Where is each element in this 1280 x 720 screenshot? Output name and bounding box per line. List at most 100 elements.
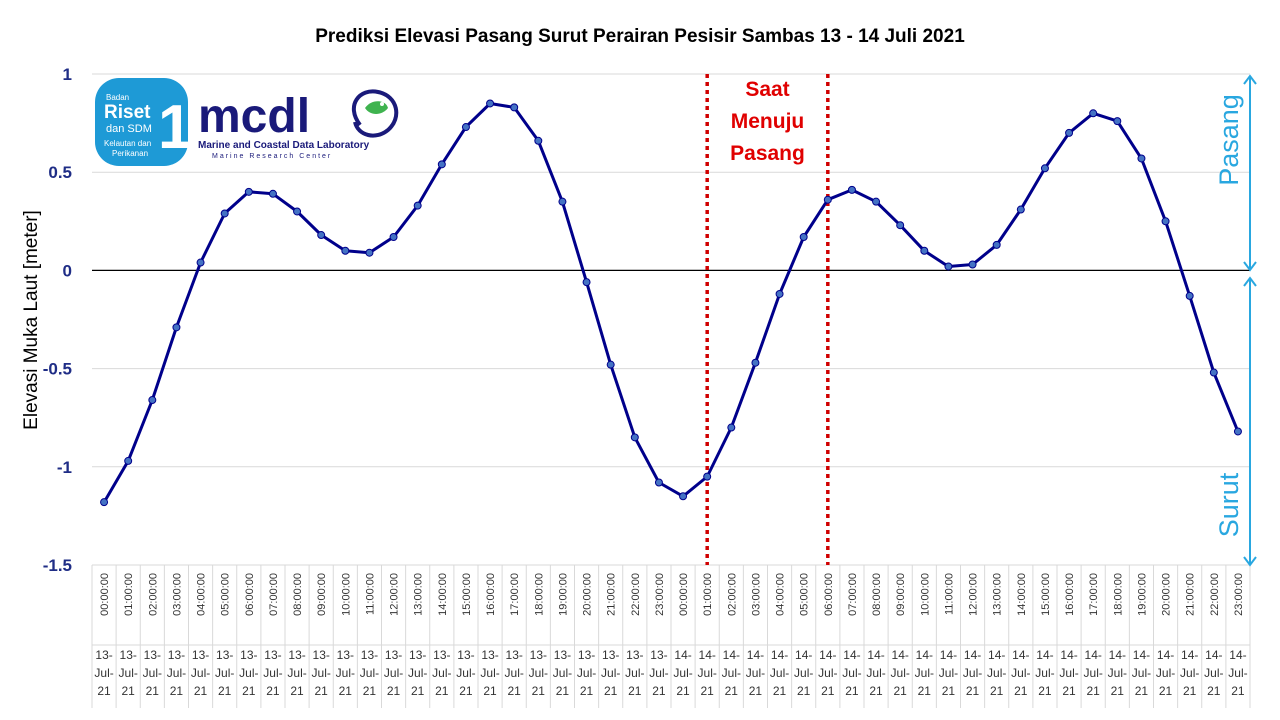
data-point	[896, 221, 905, 230]
x-tick-date: Jul-	[167, 666, 186, 680]
badge-text-5: Perikanan	[112, 149, 148, 158]
data-point	[172, 323, 181, 332]
data-point	[968, 260, 977, 269]
x-tick-date: 21	[97, 684, 111, 698]
data-point	[775, 289, 784, 298]
x-tick-time: 22:00:00	[1209, 573, 1221, 616]
x-tick-date: Jul-	[408, 666, 427, 680]
x-tick-date: 21	[869, 684, 883, 698]
x-tick-date: Jul-	[1156, 666, 1175, 680]
x-tick-date: Jul-	[625, 666, 644, 680]
x-tick-time: 14:00:00	[437, 573, 449, 616]
data-point	[1040, 164, 1049, 173]
data-point	[1065, 128, 1074, 137]
chart-title: Prediksi Elevasi Pasang Surut Perairan P…	[315, 26, 965, 47]
data-point	[1233, 427, 1242, 436]
x-tick-date: 14-	[867, 648, 884, 662]
x-tick-date: Jul-	[529, 666, 548, 680]
x-tick-time: 20:00:00	[582, 573, 594, 616]
x-tick-date: 21	[628, 684, 642, 698]
x-tick-date: 14-	[1109, 648, 1126, 662]
x-tick-time: 06:00:00	[823, 573, 835, 616]
x-tick-date: Jul-	[119, 666, 138, 680]
data-point	[823, 195, 832, 204]
x-axis-table: 00:00:00 13- Jul- 21 01:00:00 13- Jul- 21 02:00:…	[91, 564, 1251, 708]
x-tick-date: Jul-	[722, 666, 741, 680]
x-tick-date: 21	[194, 684, 208, 698]
x-tick-time: 05:00:00	[220, 573, 232, 616]
x-tick-time: 19:00:00	[1136, 573, 1148, 616]
x-tick-date: Jul-	[698, 666, 717, 680]
data-point	[751, 358, 760, 367]
annotation-line: Saat	[745, 78, 789, 101]
x-tick-date: 21	[1207, 684, 1221, 698]
x-tick-time: 03:00:00	[750, 573, 762, 616]
data-point	[630, 433, 639, 442]
data-point	[461, 123, 470, 132]
badge-text-3: dan SDM	[106, 123, 152, 135]
x-tick-time: 17:00:00	[509, 573, 521, 616]
x-tick-time: 04:00:00	[196, 573, 208, 616]
data-point	[148, 396, 157, 405]
data-point	[1089, 109, 1098, 118]
x-tick-date: 21	[604, 684, 618, 698]
x-tick-date: 13-	[361, 648, 378, 662]
x-tick-date: 21	[821, 684, 835, 698]
x-tick-time: 21:00:00	[1185, 573, 1197, 616]
x-tick-time: 01:00:00	[123, 573, 135, 616]
x-tick-date: 14-	[723, 648, 740, 662]
x-tick-date: 21	[1183, 684, 1197, 698]
data-point	[293, 207, 302, 216]
x-tick-date: 13-	[120, 648, 137, 662]
badge-text-2: Riset	[104, 102, 151, 123]
x-tick-date: Jul-	[746, 666, 765, 680]
x-tick-date: 21	[1159, 684, 1173, 698]
x-tick-time: 05:00:00	[799, 573, 811, 616]
x-tick-date: 13-	[650, 648, 667, 662]
data-point	[510, 103, 519, 112]
data-point	[992, 240, 1001, 249]
x-tick-date: 21	[1087, 684, 1101, 698]
x-tick-date: Jul-	[1059, 666, 1078, 680]
data-point	[654, 478, 663, 487]
data-point	[268, 189, 277, 198]
x-tick-date: 14-	[1181, 648, 1198, 662]
x-tick-time: 08:00:00	[871, 573, 883, 616]
x-tick-time: 09:00:00	[316, 573, 328, 616]
x-tick-date: 21	[942, 684, 956, 698]
x-tick-date: 21	[1111, 684, 1125, 698]
x-tick-date: 14-	[916, 648, 933, 662]
data-point	[413, 201, 422, 210]
x-tick-time: 10:00:00	[340, 573, 352, 616]
x-tick-date: 13-	[530, 648, 547, 662]
x-tick-date: 14-	[1085, 648, 1102, 662]
x-tick-time: 04:00:00	[775, 573, 787, 616]
data-point	[437, 160, 446, 169]
x-tick-time: 01:00:00	[702, 573, 714, 616]
x-tick-time: 15:00:00	[461, 573, 473, 616]
x-tick-date: 21	[508, 684, 522, 698]
annotation-line: Pasang	[730, 142, 805, 165]
x-tick-date: 21	[1062, 684, 1076, 698]
event-markers	[705, 74, 830, 565]
x-tick-date: Jul-	[191, 666, 210, 680]
x-tick-date: Jul-	[649, 666, 668, 680]
x-tick-date: Jul-	[963, 666, 982, 680]
x-tick-time: 18:00:00	[533, 573, 545, 616]
data-point	[341, 246, 350, 255]
pasang-label: Pasang	[1214, 94, 1244, 186]
x-tick-date: 13-	[578, 648, 595, 662]
x-tick-date: 21	[411, 684, 425, 698]
x-tick-date: Jul-	[818, 666, 837, 680]
brsdm-badge-icon	[95, 78, 188, 166]
x-tick-date: Jul-	[505, 666, 524, 680]
mcdl-subtitle-2: Marine Research Center	[212, 153, 332, 160]
x-tick-time: 00:00:00	[99, 573, 111, 616]
x-tick-time: 07:00:00	[847, 573, 859, 616]
x-tick-date: Jul-	[336, 666, 355, 680]
logo-group: Badan Riset dan SDM Kelautan dan Perikan…	[95, 78, 399, 166]
x-tick-date: 21	[1038, 684, 1052, 698]
x-tick-date: Jul-	[987, 666, 1006, 680]
data-point	[799, 233, 808, 242]
x-tick-date: Jul-	[432, 666, 451, 680]
